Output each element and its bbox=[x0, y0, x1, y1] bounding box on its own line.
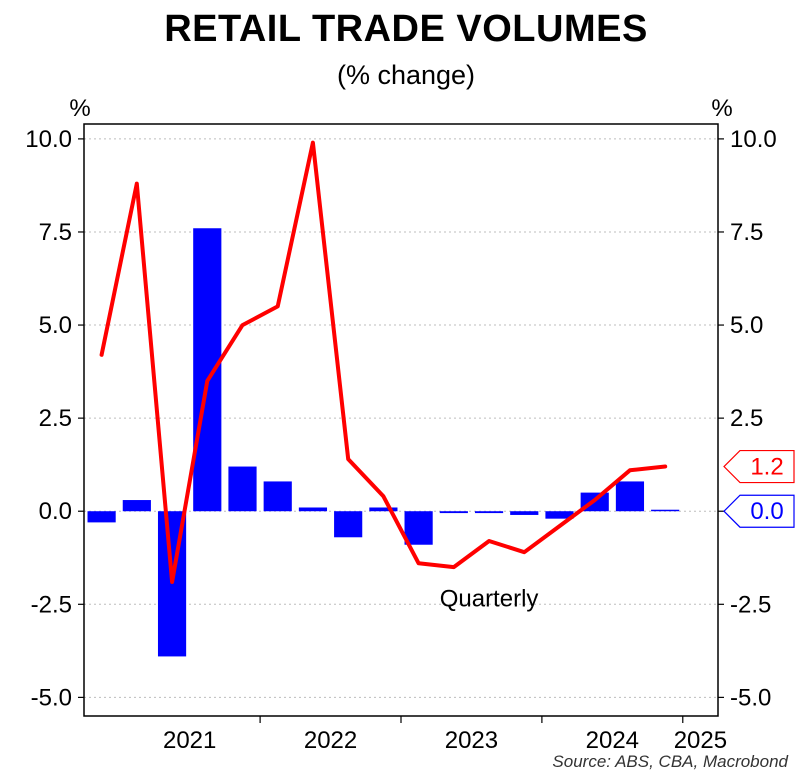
y-tick-label-left: -2.5 bbox=[31, 591, 72, 618]
y-tick-label-left: 2.5 bbox=[39, 405, 72, 432]
gridlines bbox=[84, 138, 718, 698]
bar bbox=[404, 511, 433, 545]
bar bbox=[651, 509, 680, 512]
end-tag-label: 0.0 bbox=[750, 498, 783, 525]
y-tick-label-left: 5.0 bbox=[39, 312, 72, 339]
y-tick-label-left: 7.5 bbox=[39, 219, 72, 246]
y-tick-label-left: 0.0 bbox=[39, 498, 72, 525]
x-tick-label: 2022 bbox=[304, 727, 357, 754]
x-tick-label: 2025 bbox=[674, 727, 727, 754]
y-tick-label-right: 2.5 bbox=[730, 405, 763, 432]
y-tick-label-left: 10.0 bbox=[25, 126, 72, 153]
bar bbox=[122, 500, 151, 512]
bar bbox=[510, 511, 539, 515]
chart-title: RETAIL TRADE VOLUMES bbox=[164, 8, 648, 50]
bar bbox=[474, 511, 504, 514]
y-tick-label-right: 10.0 bbox=[730, 126, 777, 153]
bar bbox=[439, 511, 468, 514]
bar bbox=[263, 481, 292, 512]
end-value-tags: 1.2 0.0 bbox=[723, 449, 795, 528]
x-axis-ticks: 2021 2022 2023 2024 2025 bbox=[163, 716, 727, 754]
y-unit-right: % bbox=[711, 95, 732, 122]
y-tick-label-left: -5.0 bbox=[31, 684, 72, 711]
source-note: Source: ABS, CBA, Macrobond bbox=[552, 752, 788, 771]
bar bbox=[193, 228, 222, 512]
bar bbox=[298, 507, 328, 512]
y-tick-label-right: 5.0 bbox=[730, 312, 763, 339]
end-tag-label: 1.2 bbox=[750, 454, 783, 481]
bar bbox=[615, 481, 645, 512]
bar-series-quarterly bbox=[87, 228, 680, 657]
x-tick-label: 2024 bbox=[586, 727, 639, 754]
bar bbox=[87, 511, 116, 523]
y-axis-ticks: -5.0-5.0-2.5-2.50.00.02.52.55.05.07.57.5… bbox=[25, 126, 776, 711]
bar bbox=[334, 511, 363, 538]
annual-line bbox=[99, 140, 668, 584]
line-series-annual bbox=[99, 140, 668, 584]
bar bbox=[369, 507, 398, 512]
y-tick-label-right: -2.5 bbox=[730, 591, 771, 618]
y-tick-label-right: -5.0 bbox=[730, 684, 771, 711]
y-tick-label-right: 7.5 bbox=[730, 219, 763, 246]
annotation-quarterly: Quarterly bbox=[440, 585, 539, 612]
chart-subtitle: (% change) bbox=[336, 60, 476, 90]
x-tick-label: 2021 bbox=[163, 727, 216, 754]
y-unit-left: % bbox=[69, 95, 90, 122]
x-tick-label: 2023 bbox=[445, 727, 498, 754]
bar bbox=[228, 466, 257, 512]
bar bbox=[545, 511, 574, 519]
end-tag-box bbox=[723, 449, 795, 484]
end-tag-box bbox=[723, 494, 795, 528]
